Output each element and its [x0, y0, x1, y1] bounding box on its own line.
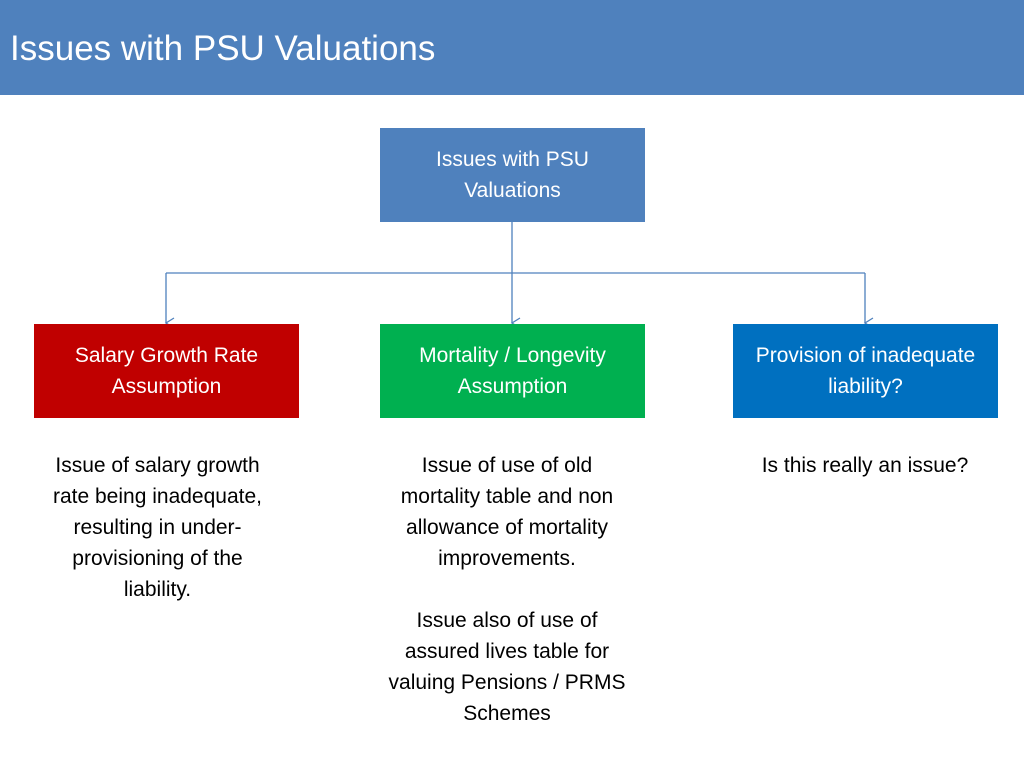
salary-growth-description: Issue of salary growth rate being inadeq… — [40, 450, 275, 605]
mortality-description-text-1: Issue of use of old mortality table and … — [400, 454, 614, 570]
salary-growth-node: Salary Growth Rate Assumption — [34, 324, 299, 418]
salary-growth-description-text: Issue of salary growth rate being inadeq… — [52, 454, 262, 601]
provision-node-label: Provision of inadequate liability? — [755, 344, 976, 398]
root-node: Issues with PSU Valuations — [380, 128, 645, 222]
mortality-description-text-2: Issue also of use of assured lives table… — [388, 609, 626, 725]
salary-growth-node-label: Salary Growth Rate Assumption — [74, 344, 259, 398]
mortality-description: Issue of use of old mortality table and … — [387, 450, 627, 729]
provision-description: Is this really an issue? — [740, 450, 990, 481]
mortality-node: Mortality / Longevity Assumption — [380, 324, 645, 418]
mortality-node-label: Mortality / Longevity Assumption — [419, 344, 606, 398]
root-node-label: Issues with PSU Valuations — [436, 148, 589, 202]
slide-title: Issues with PSU Valuations — [10, 29, 436, 68]
provision-node: Provision of inadequate liability? — [733, 324, 998, 418]
provision-description-text: Is this really an issue? — [761, 454, 969, 477]
title-bar: Issues with PSU Valuations — [0, 0, 1024, 95]
